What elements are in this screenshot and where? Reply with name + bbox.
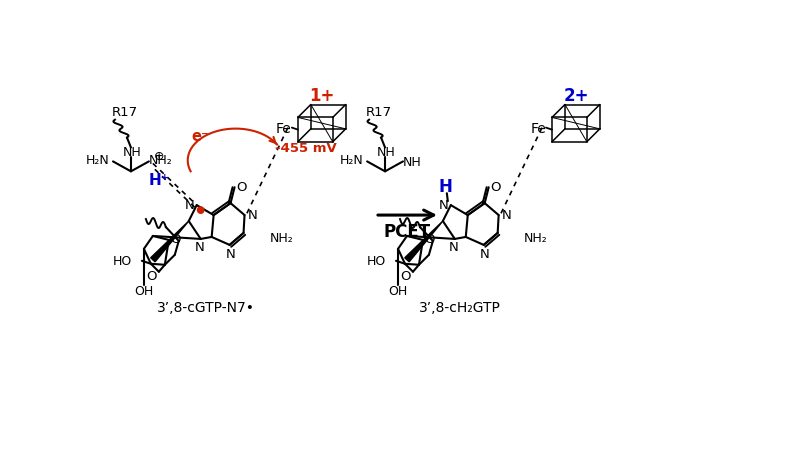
Text: OH: OH [388, 284, 408, 298]
Text: Fe: Fe [530, 121, 546, 135]
Text: N: N [195, 241, 205, 254]
Text: N: N [449, 241, 458, 254]
Text: N: N [439, 198, 449, 211]
Text: e⁻: e⁻ [192, 129, 210, 144]
Text: R17: R17 [366, 106, 392, 119]
Circle shape [198, 207, 204, 214]
Text: 3’,8-cH₂GTP: 3’,8-cH₂GTP [419, 300, 501, 314]
Text: NH₂: NH₂ [149, 154, 173, 167]
Text: OH: OH [134, 284, 154, 298]
Text: H⁺: H⁺ [149, 172, 170, 187]
Polygon shape [405, 222, 443, 262]
Text: -455 mV: -455 mV [275, 142, 337, 155]
Polygon shape [150, 222, 189, 262]
Text: NH: NH [122, 146, 142, 159]
Text: Fe: Fe [276, 121, 292, 135]
Text: 1+: 1+ [309, 86, 334, 104]
Text: R17: R17 [112, 106, 138, 119]
Text: N: N [480, 248, 490, 261]
Text: O: O [146, 270, 157, 283]
Text: N: N [502, 208, 511, 221]
Text: O: O [401, 270, 411, 283]
Text: HO: HO [113, 255, 132, 268]
Text: N: N [248, 208, 258, 221]
Text: PCET: PCET [384, 222, 431, 240]
Text: NH: NH [377, 146, 395, 159]
Text: ⊕: ⊕ [154, 150, 164, 162]
Text: O: O [425, 233, 435, 246]
Text: N: N [185, 198, 194, 211]
Text: H: H [439, 178, 453, 196]
Text: O: O [490, 180, 501, 193]
Text: O: O [236, 180, 247, 193]
Text: 2+: 2+ [563, 86, 589, 104]
Text: H₂N: H₂N [86, 154, 109, 167]
Text: H₂N: H₂N [339, 154, 363, 167]
Text: HO: HO [366, 255, 386, 268]
Text: 3’,8-cGTP-N7•: 3’,8-cGTP-N7• [157, 300, 254, 314]
Text: N: N [226, 248, 235, 261]
Text: O: O [170, 233, 181, 246]
Text: NH₂: NH₂ [523, 232, 547, 245]
Text: NH: NH [403, 156, 422, 168]
Text: NH₂: NH₂ [270, 232, 294, 245]
